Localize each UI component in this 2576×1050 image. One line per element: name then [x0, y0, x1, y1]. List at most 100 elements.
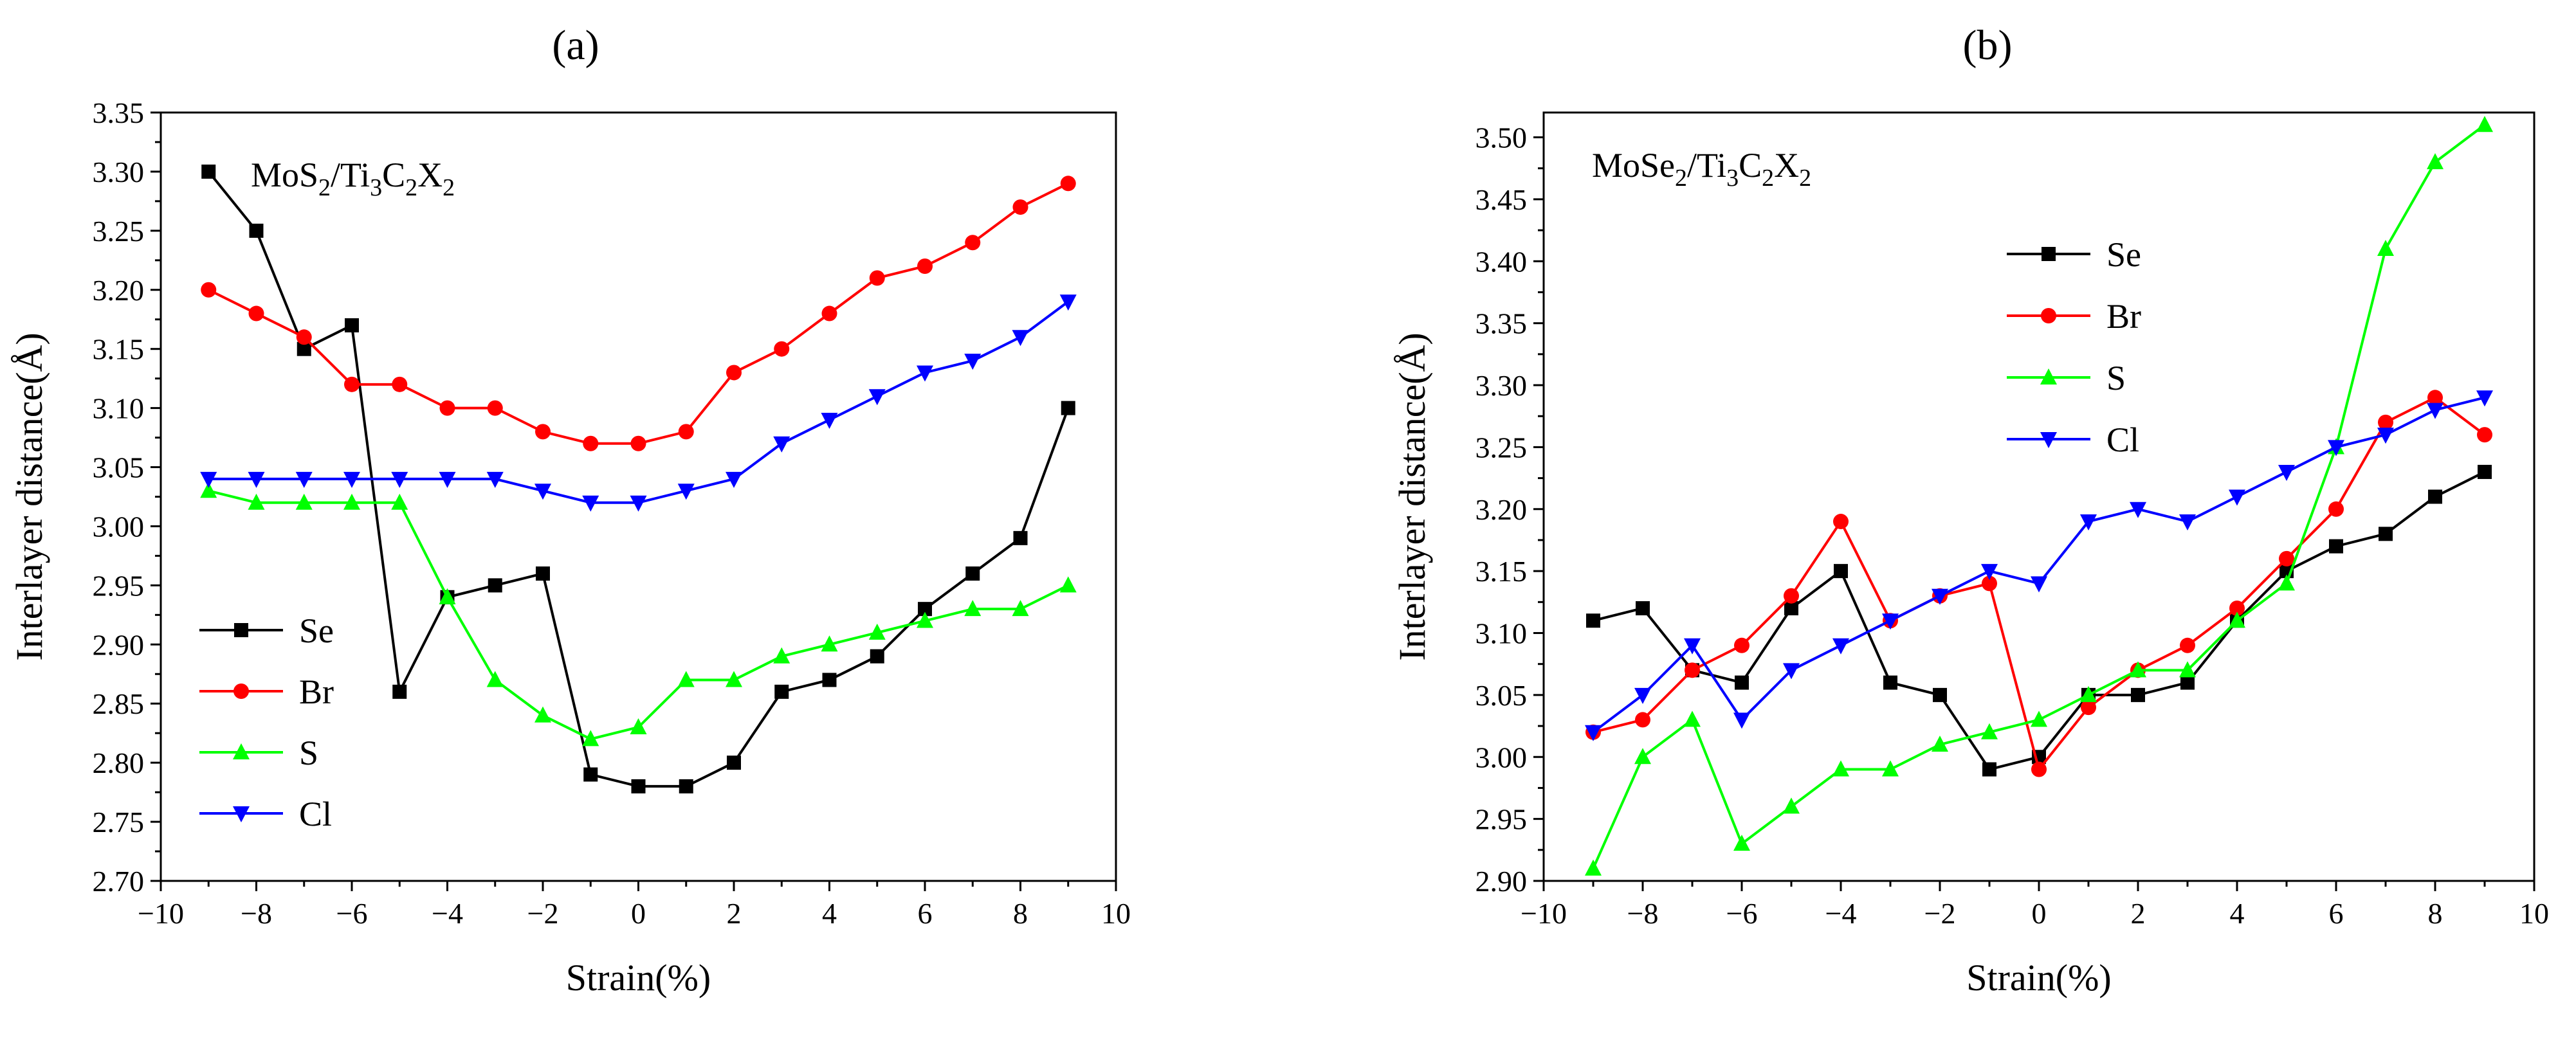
data-point-br: [2378, 414, 2393, 430]
data-point-br: [1982, 575, 1997, 592]
data-point-cl: [1783, 663, 1800, 680]
x-tick-label: −6: [336, 897, 368, 930]
data-point-cl: [964, 354, 982, 370]
panel-label: (a): [552, 22, 599, 69]
legend-label: Br: [2106, 297, 2141, 336]
x-tick-label: 2: [2131, 897, 2146, 930]
data-point-se: [965, 566, 980, 581]
data-point-se: [1586, 613, 1600, 628]
composition-text: MoSe: [1592, 146, 1675, 185]
data-point-s: [2377, 240, 2394, 257]
data-point-cl: [1981, 564, 1998, 581]
data-point-cl: [1012, 330, 1029, 347]
composition-subscript: 2: [1675, 165, 1687, 192]
composition-subscript: 2: [1799, 165, 1811, 192]
data-point-cl: [1684, 638, 1701, 655]
y-tick-label: 2.90: [93, 628, 145, 661]
y-tick-label: 3.10: [1475, 617, 1528, 650]
data-point-cl: [2080, 514, 2097, 531]
data-point-cl: [534, 484, 551, 500]
data-point-s: [391, 493, 408, 510]
data-point-cl: [582, 495, 599, 512]
data-point-s: [2031, 711, 2047, 727]
data-point-se: [1784, 601, 1798, 615]
data-point-cl: [2278, 464, 2295, 481]
data-point-se: [1061, 401, 1075, 415]
x-tick-label: −4: [432, 897, 463, 930]
legend-label: S: [299, 734, 318, 772]
data-point-se: [1636, 601, 1650, 615]
data-point-br: [583, 435, 599, 451]
data-point-s: [1733, 835, 1750, 851]
data-point-se: [631, 779, 646, 793]
data-point-br: [344, 376, 360, 392]
data-point-br: [1060, 176, 1076, 192]
legend-item-se: Se: [199, 611, 334, 650]
data-point-cl: [2427, 403, 2444, 419]
data-point-s: [1059, 576, 1077, 593]
data-point-s: [1932, 735, 1948, 752]
composition-subscript: 3: [370, 174, 382, 201]
series-line-s: [208, 489, 1069, 741]
data-point-cl: [1832, 638, 1849, 655]
data-point-se: [1834, 564, 1848, 579]
data-point-cl: [1733, 712, 1750, 729]
y-tick-label: 3.00: [1475, 741, 1528, 774]
data-point-cl: [1585, 725, 1602, 741]
x-tick-label: 2: [727, 897, 742, 930]
series-se: [1586, 464, 2492, 777]
data-point-cl: [2179, 514, 2196, 531]
data-point-br: [487, 400, 503, 416]
y-tick-label: 3.30: [93, 156, 145, 188]
data-point-cl: [391, 471, 408, 488]
y-axis-label: Interlayer distance(Å): [1391, 332, 1433, 660]
composition-text: /Ti: [331, 156, 370, 194]
data-point-br: [1012, 199, 1028, 215]
y-tick-label: 3.45: [1475, 183, 1528, 216]
panel-a-chart: (a) −10 −8 −6 −4 −2 0 2 4 6 8 10 2.70 2.75 2.80 2.85 2.9…: [8, 22, 1131, 999]
data-point-se: [297, 341, 311, 356]
data-point-br: [2427, 390, 2443, 406]
legend-marker: [233, 683, 249, 699]
x-tick-label: 6: [918, 897, 933, 930]
data-point-se: [1883, 675, 1897, 690]
data-point-se: [1982, 762, 1996, 777]
y-tick-label: 3.40: [1475, 245, 1528, 278]
data-point-s: [917, 611, 933, 628]
data-point-br: [2229, 600, 2245, 616]
data-point-br: [2279, 550, 2294, 566]
data-point-cl: [2377, 428, 2394, 444]
data-point-s: [1585, 859, 1602, 876]
data-point-br: [630, 435, 646, 451]
legend-marker: [233, 806, 250, 822]
x-tick-label: −4: [1825, 897, 1857, 930]
composition-subscript: 2: [1762, 165, 1774, 192]
data-point-s: [1882, 760, 1899, 777]
panel-b-chart: (b) −10 −8 −6 −4 −2 0 2 4 6 8 10 2.90 2.95 3.00 3.05 3.1…: [1391, 22, 2549, 999]
x-tick-label: 10: [2519, 897, 2549, 930]
data-point-br: [678, 424, 694, 440]
data-point-se: [201, 164, 216, 179]
data-point-se: [1735, 675, 1749, 690]
data-point-cl: [868, 389, 886, 406]
data-point-s: [486, 671, 504, 687]
data-point-cl: [630, 495, 647, 512]
x-tick-label: 6: [2329, 897, 2344, 930]
x-axis-label: Strain(%): [566, 957, 711, 999]
data-point-br: [1833, 514, 1849, 530]
data-point-cl: [343, 471, 360, 488]
data-point-cl: [2476, 390, 2493, 407]
x-tick-label: 0: [2032, 897, 2047, 930]
legend-label: S: [2106, 359, 2126, 397]
data-point-br: [2477, 427, 2492, 443]
data-point-br: [1685, 662, 1700, 678]
y-tick-label: 3.20: [93, 274, 145, 307]
data-point-se: [536, 566, 550, 581]
composition-subscript: 2: [405, 174, 417, 201]
data-point-br: [965, 235, 981, 251]
data-point-se: [2379, 527, 2393, 541]
series-line-br: [208, 182, 1069, 445]
composition-text: C: [1739, 146, 1762, 185]
x-tick-label: 4: [2230, 897, 2245, 930]
data-point-cl: [295, 471, 313, 488]
